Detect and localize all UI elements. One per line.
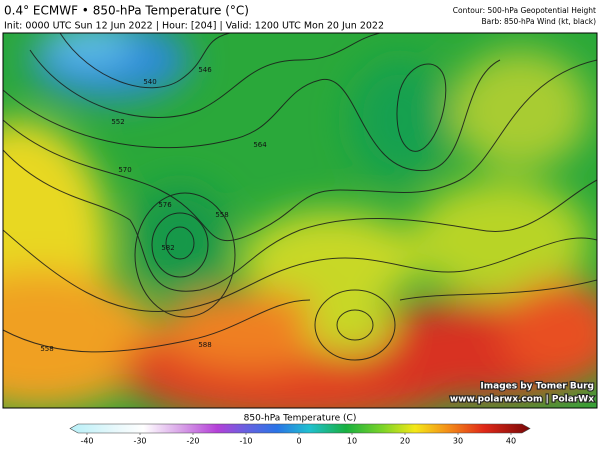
colorbar-tick-label: 20 [400, 437, 410, 446]
contour-labels: 540 546 552 564 570 576 582 558 588 558 [40, 66, 267, 353]
contour-label: 576 [158, 201, 172, 209]
barb-note: Barb: 850-hPa Wind (kt, black) [482, 17, 597, 26]
contour-label: 558 [215, 211, 228, 219]
colorbar-tick-label: -30 [133, 437, 146, 446]
colorbar-tick-label: 30 [453, 437, 463, 446]
colorbar-tick-label: 10 [347, 437, 357, 446]
contours [3, 33, 597, 361]
colorbar-tick-label: -20 [186, 437, 199, 446]
contour-label: 540 [143, 78, 156, 86]
map: 540 546 552 564 570 576 582 558 588 558 Images by… [3, 33, 597, 408]
website: www.polarwx.com | PolarWx [450, 395, 594, 405]
colorbar-tick-label: 0 [296, 437, 301, 446]
colorbar-ticks: -40 -30 -20 -10 0 10 20 30 40 [80, 433, 516, 446]
colorbar-title: 850-hPa Temperature (C) [244, 414, 357, 424]
title: 0.4° ECMWF • 850-hPa Temperature (°C) [4, 4, 249, 18]
contour-label: 570 [118, 166, 131, 174]
colorbar-tick-label: -10 [239, 437, 252, 446]
colorbar-tick-label: -40 [80, 437, 93, 446]
contour-label: 546 [198, 66, 212, 74]
contour-note: Contour: 500-hPa Geopotential Height [453, 6, 596, 15]
credits: Images by Tomer Burg www.polarwx.com | P… [449, 380, 596, 405]
contour-label: 564 [253, 141, 267, 149]
temperature-field [3, 33, 597, 408]
contour-label: 558 [40, 345, 53, 353]
map-frame [2, 32, 598, 409]
credit: Images by Tomer Burg [480, 382, 594, 392]
contour-label: 588 [198, 341, 211, 349]
colorbar [69, 423, 531, 434]
subtitle: Init: 0000 UTC Sun 12 Jun 2022 | Hour: [… [4, 21, 384, 32]
contour-label: 552 [111, 118, 124, 126]
contour-label: 582 [161, 244, 174, 252]
colorbar-tick-label: 40 [506, 437, 516, 446]
